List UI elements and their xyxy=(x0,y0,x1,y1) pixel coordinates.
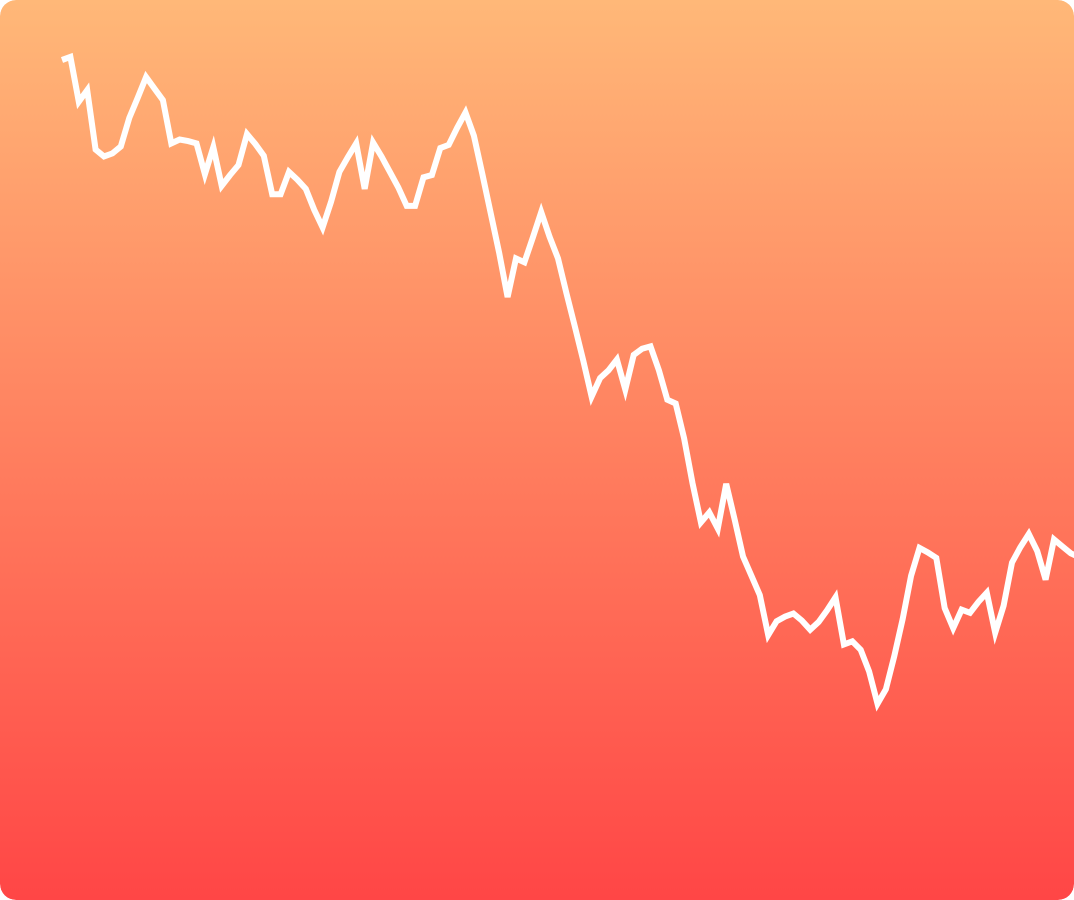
series-line-1 xyxy=(60,52,1074,712)
series-layer xyxy=(60,52,1074,712)
